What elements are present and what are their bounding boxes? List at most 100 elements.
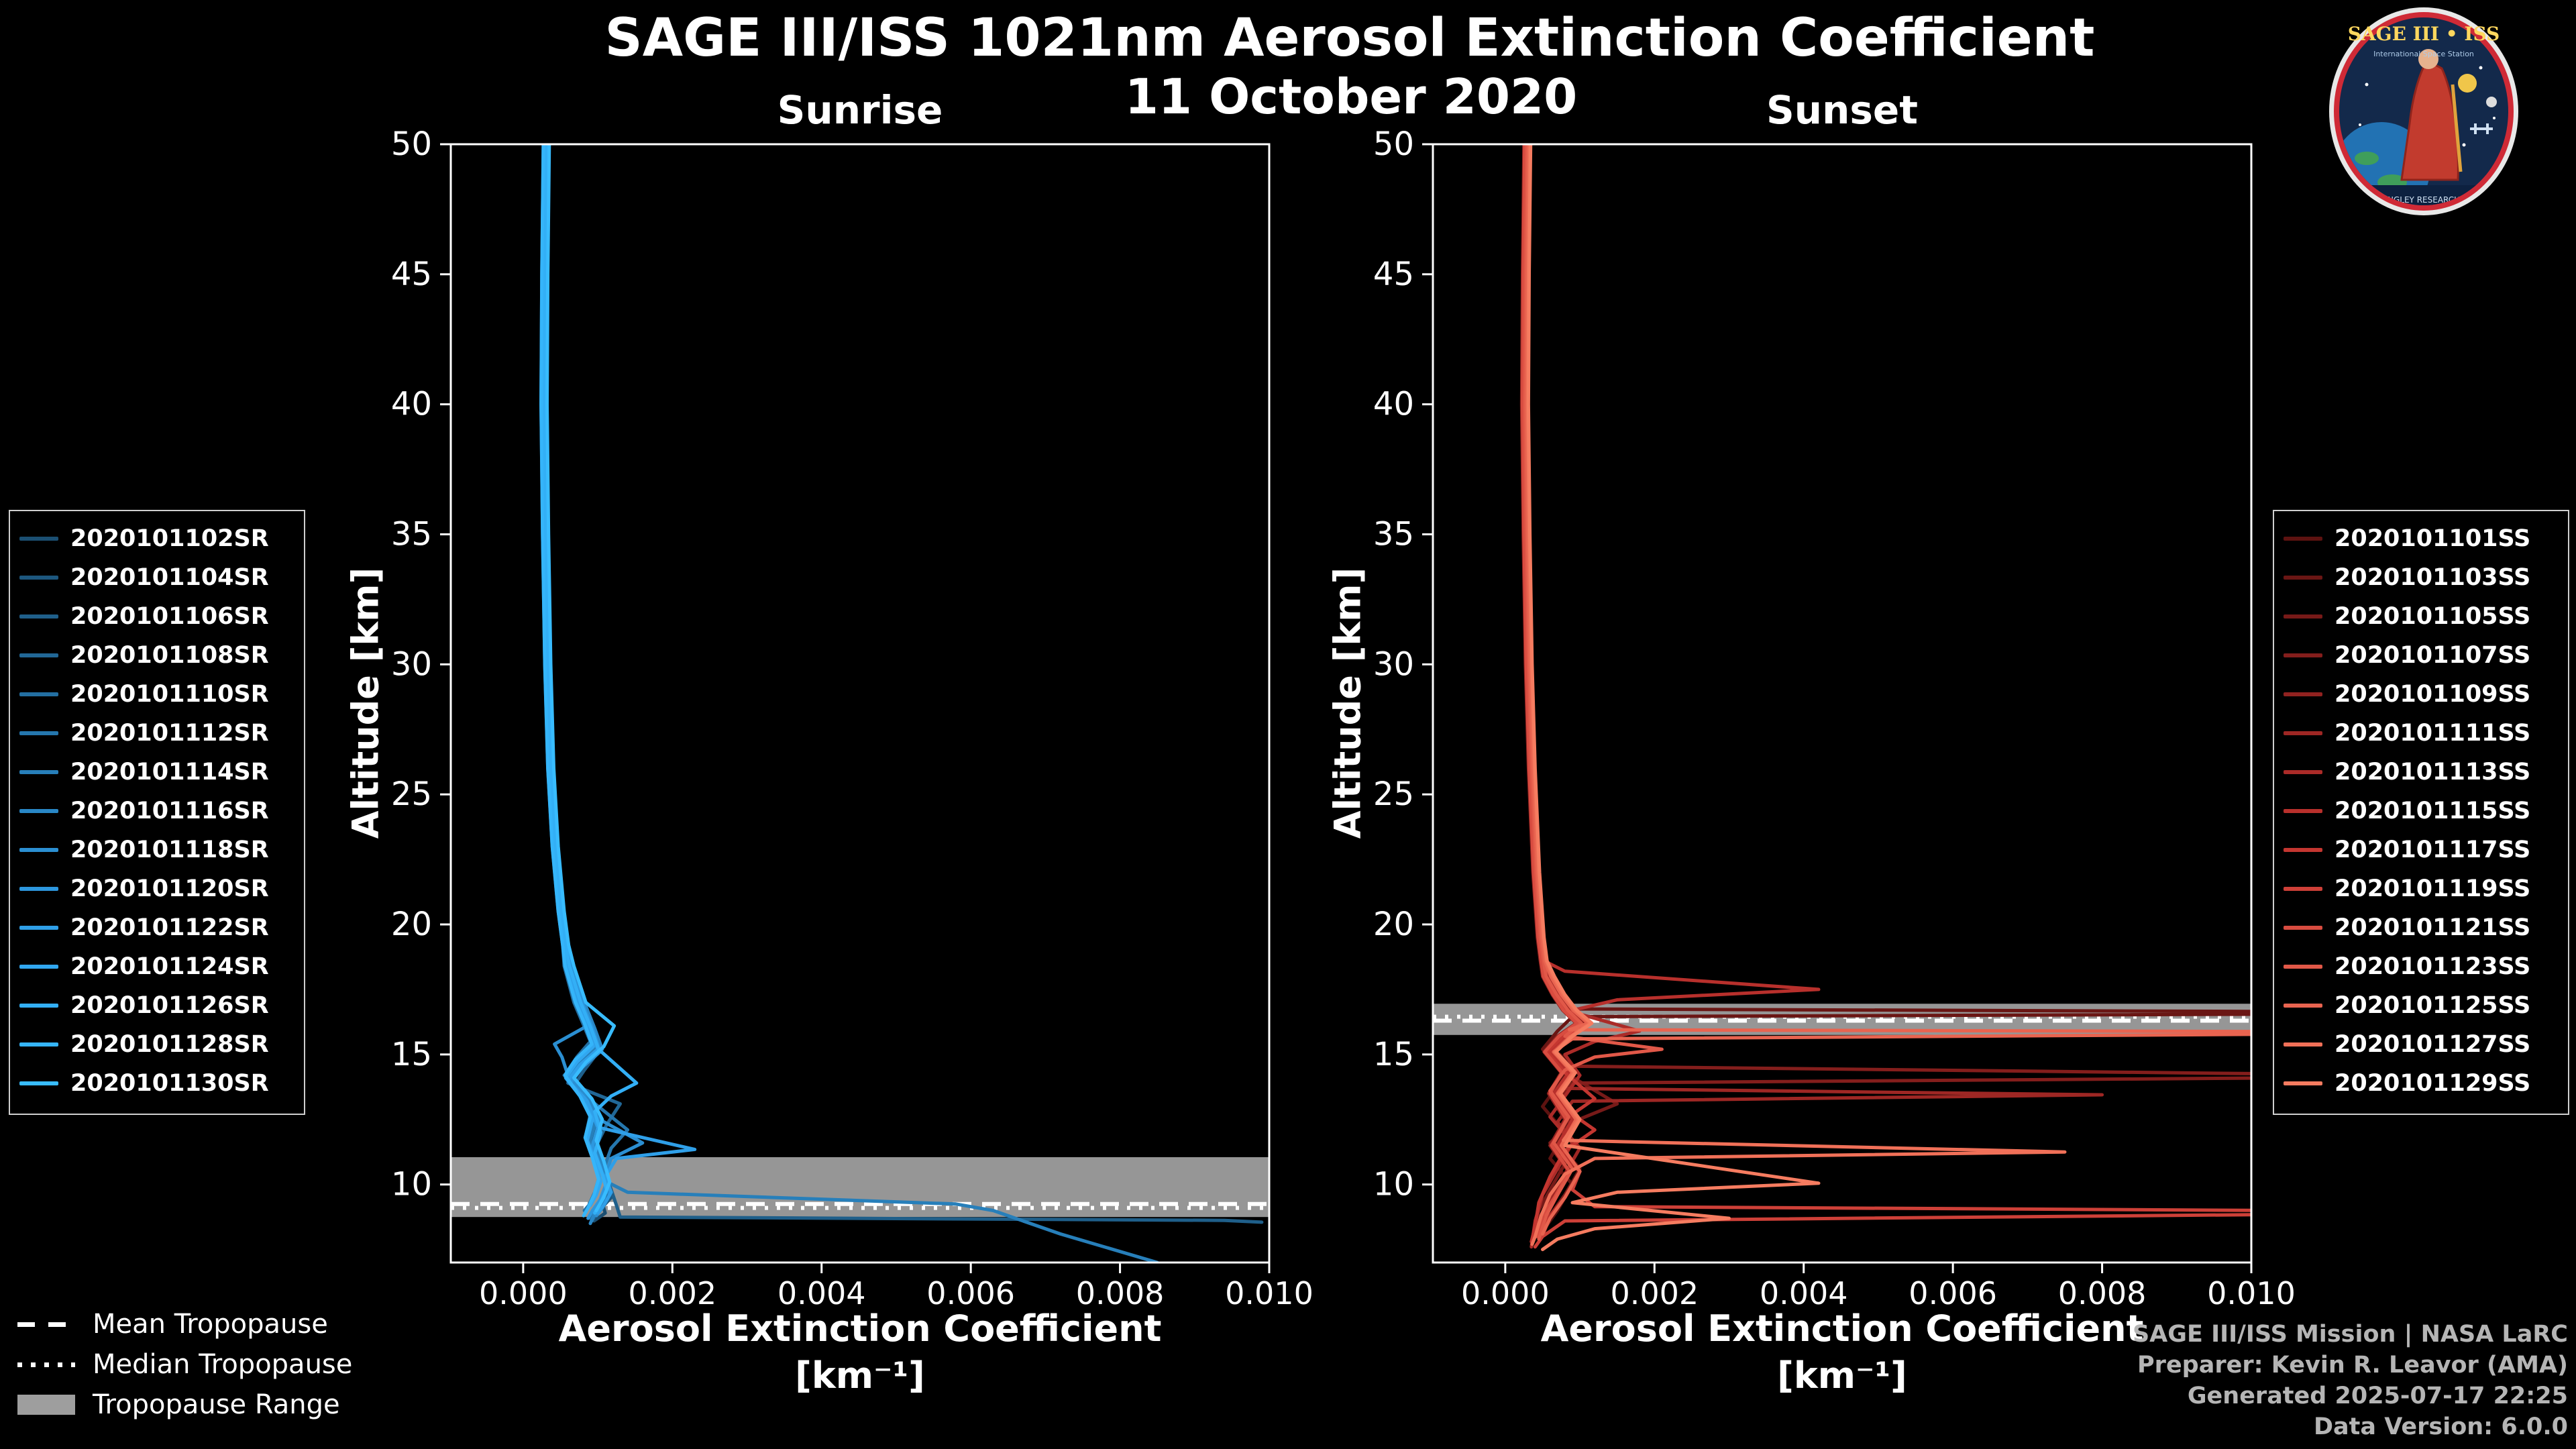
legend-line-swatch — [2284, 926, 2322, 930]
band-swatch — [17, 1395, 75, 1415]
tropopause-legend: Mean Tropopause Median Tropopause Tropop… — [17, 1307, 352, 1428]
x-axis-label-units: [km⁻¹] — [795, 1354, 925, 1397]
legend-line-swatch — [2284, 809, 2322, 813]
x-axis-label-text: Aerosol Extinction Coefficient — [558, 1307, 1162, 1350]
y-tick-label: 15 — [1373, 1036, 1414, 1073]
axes-frame-sunrise — [449, 143, 1271, 1264]
y-tick-label: 20 — [1373, 906, 1414, 943]
y-tick-label: 25 — [391, 775, 432, 813]
legend-label: 2020101115SS — [2334, 798, 2531, 824]
legend-item-2020101110SR: 2020101110SR — [19, 675, 304, 714]
panel-title-sunset: Sunset — [1766, 87, 1918, 133]
legend-item-2020101130SR: 2020101130SR — [19, 1064, 304, 1103]
profile-line-2020101107SS — [1523, 144, 2251, 1238]
y-tick-label: 40 — [391, 386, 432, 423]
legend-label: 2020101113SS — [2334, 759, 2531, 786]
legend-line-swatch — [19, 576, 58, 580]
x-tick-label: 0.010 — [1225, 1275, 1313, 1311]
y-tick-label: 30 — [391, 645, 432, 683]
logo-iss-icon — [2470, 123, 2493, 134]
profile-line-2020101123SS — [1523, 144, 1664, 1241]
legend-item-2020101119SS: 2020101119SS — [2284, 869, 2568, 908]
legend-item-2020101111SS: 2020101111SS — [2284, 714, 2568, 753]
legend-line-swatch — [2284, 692, 2322, 696]
logo-moon-icon — [2486, 97, 2497, 107]
legend-line-swatch — [19, 965, 58, 969]
legend-line-swatch — [2284, 576, 2322, 580]
legend-label: 2020101116SR — [70, 798, 269, 824]
y-tick-label: 35 — [1373, 516, 1414, 553]
legend-item-2020101127SS: 2020101127SS — [2284, 1025, 2568, 1064]
y-tick-label: 50 — [1373, 125, 1414, 163]
x-axis-label-sunrise: Aerosol Extinction Coefficient [km⁻¹] — [451, 1305, 1269, 1399]
legend-label: 2020101101SS — [2334, 525, 2531, 552]
legend-label: 2020101107SS — [2334, 642, 2531, 669]
profile-line-2020101126SR — [542, 144, 639, 1215]
legend-label: 2020101111SS — [2334, 720, 2531, 747]
legend-line-swatch — [2284, 614, 2322, 619]
x-tick-label: 0.006 — [1909, 1275, 1997, 1311]
legend-label: 2020101130SR — [70, 1070, 269, 1097]
y-tick-label: 40 — [1373, 386, 1414, 423]
legend-tropopause-range: Tropopause Range — [17, 1387, 352, 1422]
figure-date: 11 October 2020 — [1124, 68, 1578, 125]
legend-item-2020101114SR: 2020101114SR — [19, 753, 304, 792]
legend-label: 2020101108SR — [70, 642, 269, 669]
legend-line-swatch — [19, 692, 58, 696]
legend-item-2020101107SS: 2020101107SS — [2284, 636, 2568, 675]
legend-label: Mean Tropopause — [93, 1309, 328, 1340]
x-axis-label-sunset: Aerosol Extinction Coefficient [km⁻¹] — [1433, 1305, 2251, 1399]
legend-item-2020101101SS: 2020101101SS — [2284, 519, 2568, 558]
logo-subtitle-text: International Space Station — [2373, 50, 2474, 58]
figure-title: SAGE III/ISS 1021nm Aerosol Extinction C… — [604, 8, 2095, 68]
legend-line-swatch — [19, 537, 58, 541]
profile-line-2020101106SR — [540, 144, 1264, 1224]
legend-label: 2020101120SR — [70, 875, 269, 902]
legend-item-2020101117SS: 2020101117SS — [2284, 830, 2568, 869]
legend-item-2020101118SR: 2020101118SR — [19, 830, 304, 869]
profile-line-2020101129SS — [1526, 144, 1821, 1252]
legend-item-2020101102SR: 2020101102SR — [19, 519, 304, 558]
x-tick-label: 0.008 — [2058, 1275, 2147, 1311]
legend-item-2020101106SR: 2020101106SR — [19, 597, 304, 636]
legend-label: 2020101122SR — [70, 914, 269, 941]
legend-line-swatch — [19, 926, 58, 930]
logo-title-text: SAGE III • ISS — [2348, 23, 2500, 45]
y-tick-label: 45 — [1373, 256, 1414, 293]
y-axis-label-sunrise: Altitude [km] — [344, 567, 387, 839]
logo-sun-icon — [2458, 74, 2477, 93]
legend-line-swatch — [19, 1042, 58, 1046]
legend-label: 2020101124SR — [70, 953, 269, 980]
plot-area-sunset — [1433, 144, 2251, 1252]
legend-line-swatch — [2284, 887, 2322, 891]
credit-mission: SAGE III/ISS Mission | NASA LaRC — [2132, 1321, 2568, 1348]
legend-line-swatch — [19, 770, 58, 774]
legend-line-swatch — [2284, 731, 2322, 735]
y-axis-label-sunset: Altitude [km] — [1326, 567, 1369, 839]
legend-item-2020101124SR: 2020101124SR — [19, 947, 304, 986]
legend-label: 2020101127SS — [2334, 1031, 2531, 1058]
y-tick-label: 10 — [391, 1166, 432, 1203]
legend-line-swatch — [19, 653, 58, 657]
legend-label: 2020101125SS — [2334, 992, 2531, 1019]
legend-item-2020101122SR: 2020101122SR — [19, 908, 304, 947]
x-tick-label: 0.010 — [2207, 1275, 2296, 1311]
y-tick-label: 45 — [391, 256, 432, 293]
dotted-line-swatch — [17, 1362, 75, 1367]
legend-item-2020101103SS: 2020101103SS — [2284, 558, 2568, 597]
legend-line-swatch — [19, 1081, 58, 1085]
profile-line-2020101122SR — [541, 144, 697, 1215]
profile-line-2020101128SR — [539, 144, 600, 1218]
x-tick-label: 0.006 — [926, 1275, 1015, 1311]
legend-label: 2020101110SR — [70, 681, 269, 708]
legend-label: 2020101119SS — [2334, 875, 2531, 902]
legend-median-tropopause: Median Tropopause — [17, 1347, 352, 1382]
credit-generated: Generated 2025-07-17 22:25 — [2187, 1383, 2568, 1409]
dashed-line-swatch — [17, 1322, 75, 1327]
profile-line-2020101114SR — [541, 144, 1159, 1263]
legend-label: 2020101121SS — [2334, 914, 2531, 941]
legend-sunset: 2020101101SS 2020101103SS 2020101105SS 2020… — [2273, 510, 2569, 1115]
legend-label: 2020101112SR — [70, 720, 269, 747]
